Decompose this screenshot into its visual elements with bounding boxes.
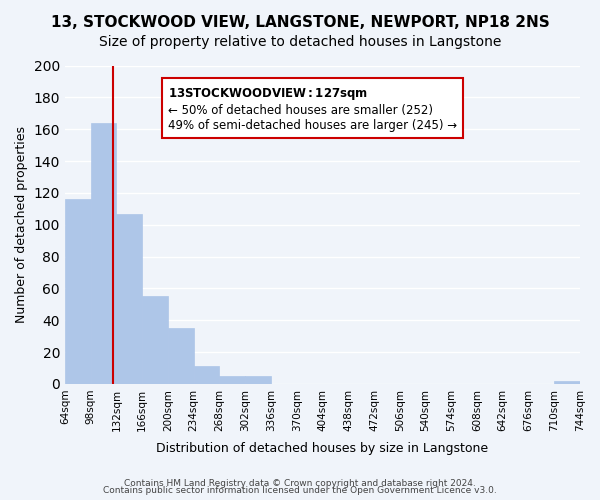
- Bar: [91, 123, 116, 384]
- Text: Contains HM Land Registry data © Crown copyright and database right 2024.: Contains HM Land Registry data © Crown c…: [124, 478, 476, 488]
- Text: Size of property relative to detached houses in Langstone: Size of property relative to detached ho…: [99, 35, 501, 49]
- Text: $\bf{13 STOCKWOOD VIEW: 127sqm}$
← 50% of detached houses are smaller (252)
49% : $\bf{13 STOCKWOOD VIEW: 127sqm}$ ← 50% o…: [168, 86, 457, 132]
- Text: Contains public sector information licensed under the Open Government Licence v3: Contains public sector information licen…: [103, 486, 497, 495]
- Bar: [142, 296, 168, 384]
- Bar: [65, 199, 91, 384]
- Y-axis label: Number of detached properties: Number of detached properties: [15, 126, 28, 323]
- Bar: [168, 328, 194, 384]
- Text: 13, STOCKWOOD VIEW, LANGSTONE, NEWPORT, NP18 2NS: 13, STOCKWOOD VIEW, LANGSTONE, NEWPORT, …: [50, 15, 550, 30]
- Bar: [116, 214, 142, 384]
- Bar: [220, 376, 245, 384]
- Bar: [554, 380, 580, 384]
- X-axis label: Distribution of detached houses by size in Langstone: Distribution of detached houses by size …: [157, 442, 488, 455]
- Bar: [245, 376, 271, 384]
- Bar: [194, 366, 220, 384]
